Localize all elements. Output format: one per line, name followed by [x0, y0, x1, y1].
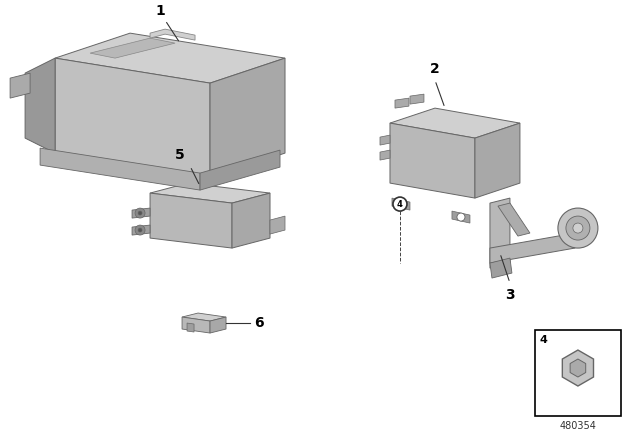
- Circle shape: [393, 197, 407, 211]
- Polygon shape: [40, 148, 200, 190]
- Polygon shape: [392, 198, 410, 210]
- Text: 2: 2: [430, 62, 440, 76]
- Text: 4: 4: [540, 335, 548, 345]
- Polygon shape: [563, 350, 593, 386]
- Polygon shape: [210, 317, 226, 333]
- Circle shape: [138, 228, 142, 232]
- Circle shape: [566, 216, 590, 240]
- Polygon shape: [132, 225, 150, 235]
- Polygon shape: [490, 233, 575, 263]
- Text: 3: 3: [505, 288, 515, 302]
- Polygon shape: [187, 323, 194, 332]
- Polygon shape: [132, 208, 150, 218]
- Text: 480354: 480354: [559, 421, 596, 431]
- Polygon shape: [55, 58, 210, 178]
- Polygon shape: [410, 94, 424, 104]
- Polygon shape: [395, 98, 409, 108]
- Polygon shape: [200, 150, 280, 190]
- Polygon shape: [570, 359, 586, 377]
- Circle shape: [138, 211, 142, 215]
- Polygon shape: [25, 58, 55, 153]
- Polygon shape: [380, 135, 390, 145]
- Text: 1: 1: [155, 4, 165, 18]
- Circle shape: [558, 208, 598, 248]
- Polygon shape: [490, 198, 510, 268]
- Polygon shape: [150, 193, 232, 248]
- Text: 6: 6: [254, 316, 264, 330]
- Circle shape: [396, 200, 404, 208]
- Polygon shape: [210, 58, 285, 178]
- Polygon shape: [452, 211, 470, 223]
- Polygon shape: [182, 313, 226, 321]
- Polygon shape: [390, 108, 520, 138]
- Circle shape: [135, 225, 145, 235]
- Bar: [535, 330, 621, 416]
- Circle shape: [457, 213, 465, 221]
- Text: 4: 4: [397, 199, 403, 209]
- Polygon shape: [150, 29, 195, 40]
- Polygon shape: [10, 73, 30, 98]
- Polygon shape: [270, 216, 285, 234]
- Circle shape: [573, 223, 583, 233]
- Polygon shape: [232, 193, 270, 248]
- Polygon shape: [498, 203, 530, 236]
- Polygon shape: [90, 38, 175, 58]
- Polygon shape: [380, 150, 390, 160]
- Polygon shape: [182, 317, 210, 333]
- Text: 5: 5: [175, 148, 185, 162]
- Polygon shape: [55, 33, 285, 83]
- Polygon shape: [390, 123, 475, 198]
- Polygon shape: [475, 123, 520, 198]
- Polygon shape: [150, 183, 270, 203]
- Polygon shape: [490, 258, 512, 278]
- Circle shape: [135, 208, 145, 218]
